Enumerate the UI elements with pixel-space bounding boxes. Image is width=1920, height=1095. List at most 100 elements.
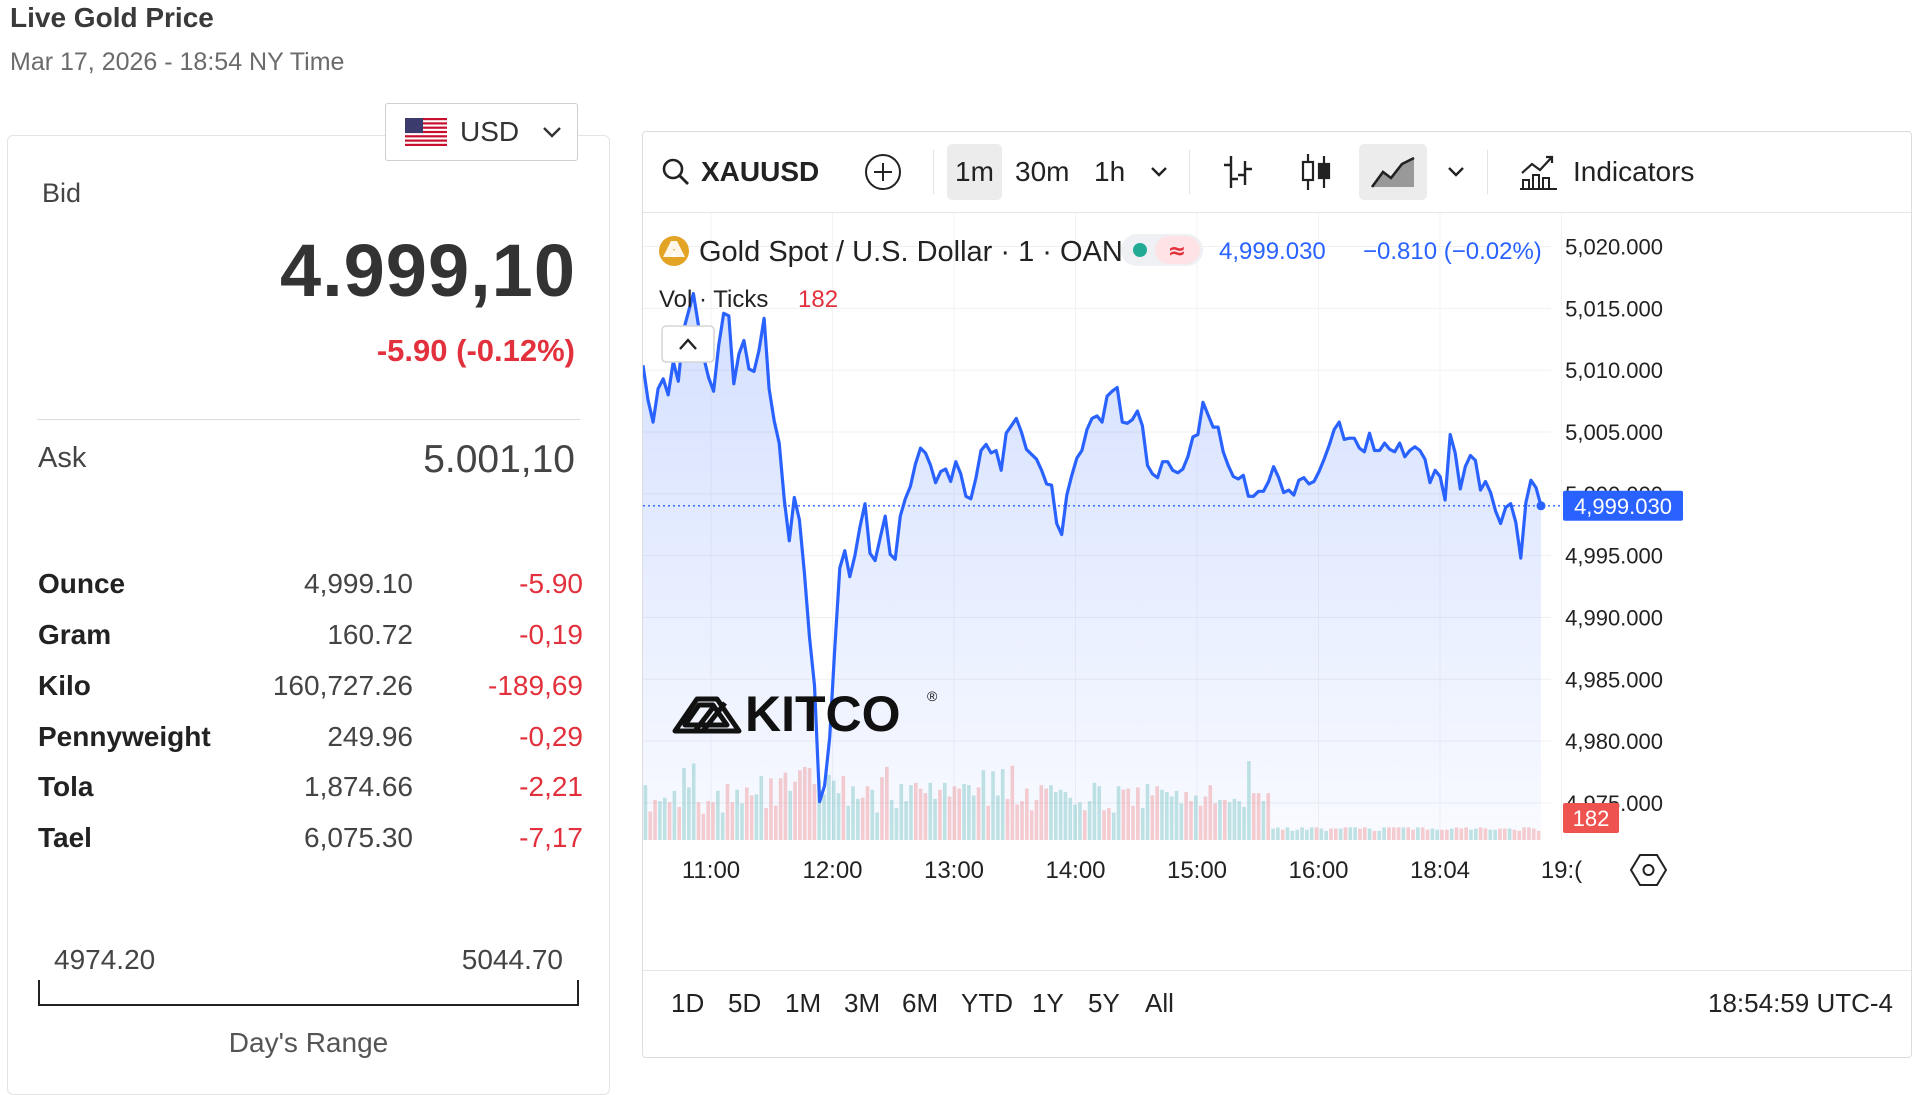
ask-price: 5.001,10 — [423, 438, 575, 481]
indicators-button[interactable]: Indicators — [1519, 132, 1694, 212]
us-flag-icon — [405, 118, 447, 146]
search-icon — [662, 158, 689, 185]
range-tab-1y[interactable]: 1Y — [1032, 988, 1064, 1018]
indicators-icon — [1520, 155, 1557, 190]
collapse-legend-button[interactable] — [661, 325, 715, 363]
market-open-dot — [1133, 243, 1147, 257]
x-tick-label: 15:00 — [1167, 857, 1227, 884]
interval-1h[interactable]: 1h — [1094, 132, 1125, 212]
price-chart[interactable]: 5,020.0005,015.0005,010.0005,005.0005,00… — [643, 213, 1911, 970]
toolbar-separator — [643, 212, 1911, 213]
x-tick-label: 12:00 — [802, 857, 862, 884]
compare-button[interactable] — [863, 132, 903, 212]
symbol-search[interactable]: XAUUSD — [661, 132, 819, 212]
y-tick-label: 5,020.000 — [1565, 235, 1663, 260]
last-price-tag: 4,999.030 — [1563, 490, 1683, 521]
y-tick-label: 4,990.000 — [1565, 605, 1663, 630]
unit-name: Pennyweight — [38, 721, 211, 752]
y-tick-label: 4,995.000 — [1565, 544, 1663, 569]
chevron-down-icon — [543, 127, 561, 138]
unit-row-kilo: Kilo 160,727.26 -189,69 — [38, 670, 583, 710]
y-tick-label: 5,015.000 — [1565, 296, 1663, 321]
range-tab-all[interactable]: All — [1145, 988, 1174, 1018]
unit-name: Kilo — [38, 670, 91, 701]
volume-label: Vol · Ticks — [659, 286, 768, 313]
unit-price: 249.96 — [327, 721, 413, 752]
unit-change: -189,69 — [488, 670, 583, 701]
y-tick-label: 4,985.000 — [1565, 667, 1663, 692]
last-volume-tag: 182 — [1563, 803, 1619, 833]
interval-label: 1h — [1094, 156, 1126, 187]
settings-icon[interactable] — [1629, 854, 1668, 886]
interval-label: 1m — [955, 156, 994, 187]
range-tab-1d[interactable]: 1D — [671, 988, 705, 1018]
range-tab-5y[interactable]: 5Y — [1088, 988, 1120, 1018]
candle-chart-type[interactable] — [1299, 132, 1333, 212]
legend-last-price: 4,999.030 — [1219, 238, 1326, 265]
range-bar-separator — [643, 970, 1911, 971]
interval-label: 30m — [1015, 156, 1070, 187]
plus-circle-icon — [865, 154, 901, 190]
day-range-bar — [38, 980, 579, 1006]
unit-change: -0,29 — [519, 721, 583, 752]
unit-name: Tola — [38, 771, 94, 802]
range-tab-6m[interactable]: 6M — [902, 988, 939, 1018]
registered-mark: ® — [927, 688, 938, 704]
kitco-logo: KITCO ® — [672, 686, 938, 742]
unit-row-tael: Tael 6,075.30 -7,17 — [38, 822, 583, 862]
bid-price: 4.999,10 — [279, 229, 576, 312]
toolbar-divider — [1487, 150, 1488, 194]
ohlc-bars-icon — [1224, 156, 1252, 188]
unit-price: 6,075.30 — [304, 822, 413, 853]
range-tab-1m[interactable]: 1M — [785, 988, 822, 1018]
area-chart-type[interactable] — [1359, 144, 1427, 200]
page-title: Live Gold Price — [10, 2, 214, 33]
x-tick-label: 11:00 — [682, 857, 740, 884]
page-date: Mar 17, 2026 - 18:54 NY Time — [10, 48, 345, 76]
interval-1m[interactable]: 1m — [947, 144, 1002, 200]
last-price-dot — [1536, 501, 1546, 511]
y-tick-label: 4,980.000 — [1565, 729, 1663, 754]
unit-name: Gram — [38, 619, 112, 650]
y-tick-label: 5,010.000 — [1565, 358, 1663, 383]
last-price-tag-label: 4,999.030 — [1574, 494, 1672, 519]
range-tab-5d[interactable]: 5D — [728, 988, 762, 1018]
day-range-high: 5044.70 — [461, 944, 563, 975]
chart-widget: XAUUSD 1m 30m 1h — [642, 131, 1912, 1058]
bid-change: -5.90 (-0.12%) — [376, 333, 575, 368]
ask-label: Ask — [38, 442, 87, 474]
range-tab-3m[interactable]: 3M — [844, 988, 881, 1018]
interval-30m[interactable]: 30m — [1015, 132, 1069, 212]
x-tick-label: 13:00 — [924, 857, 984, 884]
delayed-status-icon: ≈ — [1168, 239, 1186, 264]
bid-label: Bid — [42, 178, 82, 208]
kitco-logo-text: KITCO — [745, 686, 901, 742]
chevron-down-icon — [1448, 167, 1464, 177]
unit-change: -5.90 — [519, 568, 583, 599]
chart-type-dropdown[interactable] — [1445, 132, 1467, 212]
x-tick-label: 18:04 — [1410, 857, 1470, 884]
divider — [37, 419, 580, 420]
currency-select[interactable]: USD — [385, 103, 578, 161]
day-range-caption: Day's Range — [228, 1027, 389, 1058]
time-axis[interactable]: 11:00 12:00 13:00 14:00 15:00 16:00 18:04 19:( — [682, 857, 1582, 884]
chevron-down-icon — [1151, 167, 1167, 177]
day-range-low: 4974.20 — [54, 944, 156, 975]
unit-change: -0,19 — [519, 619, 583, 650]
price-panel — [7, 135, 610, 1095]
interval-dropdown[interactable] — [1148, 132, 1170, 212]
unit-row-gram: Gram 160.72 -0,19 — [38, 619, 583, 659]
unit-row-tola: Tola 1,874.66 -2,21 — [38, 771, 583, 811]
unit-row-pennyweight: Pennyweight 249.96 -0,29 — [38, 721, 583, 761]
price-axis[interactable]: 5,020.0005,015.0005,010.0005,005.0005,00… — [1565, 235, 1663, 816]
chevron-up-icon — [679, 338, 697, 350]
toolbar-divider — [1189, 150, 1190, 194]
range-tab-ytd[interactable]: YTD — [961, 988, 1013, 1018]
legend: Gold Spot / U.S. Dollar · 1 · OANDA ≈ 4,… — [659, 234, 1542, 313]
candles-icon — [1301, 154, 1331, 190]
chart-clock: 18:54:59 UTC-4 — [1708, 988, 1893, 1018]
bar-chart-type[interactable] — [1221, 132, 1255, 212]
unit-price: 4,999.10 — [304, 568, 413, 599]
last-volume-tag-label: 182 — [1573, 806, 1610, 831]
indicators-label: Indicators — [1573, 156, 1695, 187]
